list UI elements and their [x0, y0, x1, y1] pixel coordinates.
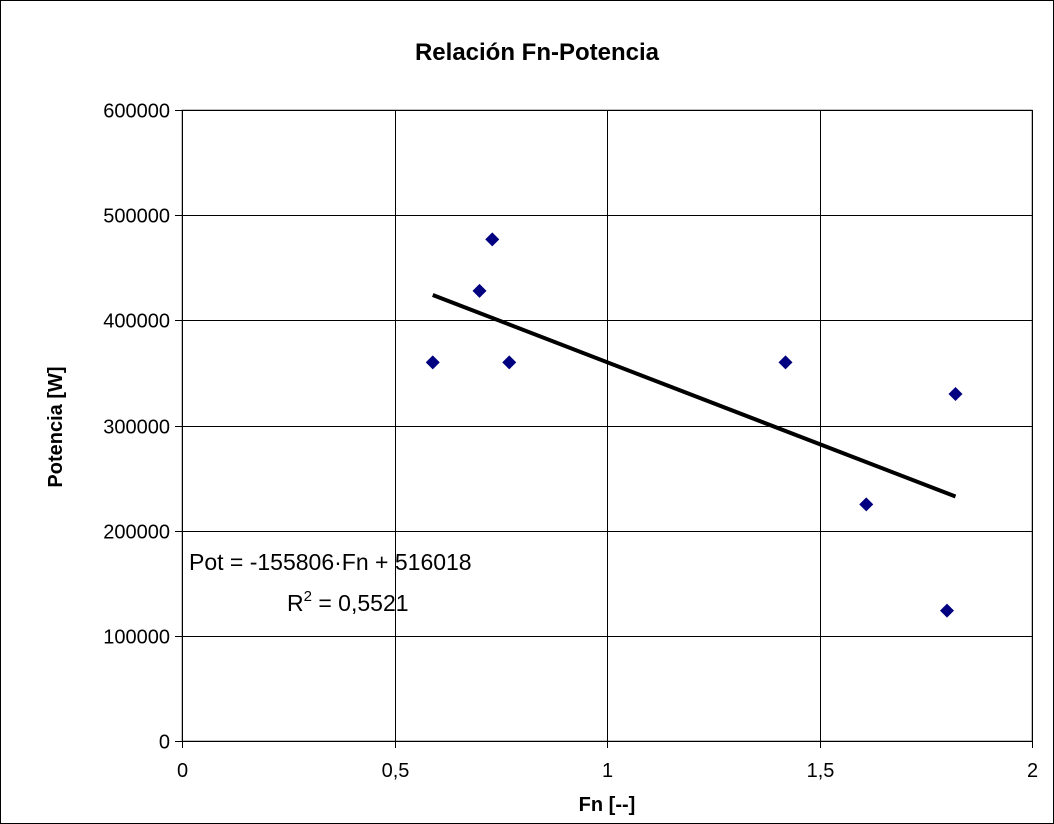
data-point	[948, 386, 963, 401]
trendline-equation: Pot = -155806·Fn + 516018	[189, 549, 472, 575]
y-tick-label: 500000	[103, 206, 170, 228]
data-points	[425, 232, 963, 618]
x-tick-label: 0	[177, 760, 188, 782]
y-tick-label: 300000	[103, 417, 170, 439]
axes	[175, 110, 1033, 748]
x-tick-label: 1	[602, 760, 613, 782]
r-squared-label: R2 = 0,5521	[287, 588, 409, 616]
y-tick-label: 0	[159, 732, 170, 754]
x-tick-label: 2	[1027, 760, 1038, 782]
data-point	[425, 355, 440, 370]
y-tick-label: 400000	[103, 311, 170, 333]
data-point	[940, 603, 954, 618]
data-point	[859, 497, 874, 512]
r-squared-symbol: R	[287, 590, 304, 616]
y-axis-label: Potencia [W]	[45, 366, 67, 487]
y-tick-label: 600000	[103, 101, 170, 123]
x-tick-label: 1,5	[807, 760, 835, 782]
r-squared-value: = 0,5521	[312, 590, 409, 616]
tick-labels: 0 100000 200000 300000 400000 500000 600000 0 0,…	[103, 101, 1038, 783]
x-tick-label: 0,5	[382, 760, 410, 782]
r-squared-superscript: 2	[304, 588, 312, 605]
x-axis-label: Fn [--]	[579, 794, 636, 816]
data-point	[502, 355, 517, 370]
data-point	[778, 355, 793, 370]
gridlines	[182, 110, 1033, 741]
y-tick-label: 100000	[103, 627, 170, 649]
trendline-layer	[432, 293, 957, 499]
data-point	[485, 232, 500, 247]
y-tick-label: 200000	[103, 522, 170, 544]
trendline	[432, 293, 957, 499]
chart-title: Relación Fn-Potencia	[415, 39, 660, 66]
data-point	[472, 283, 487, 298]
